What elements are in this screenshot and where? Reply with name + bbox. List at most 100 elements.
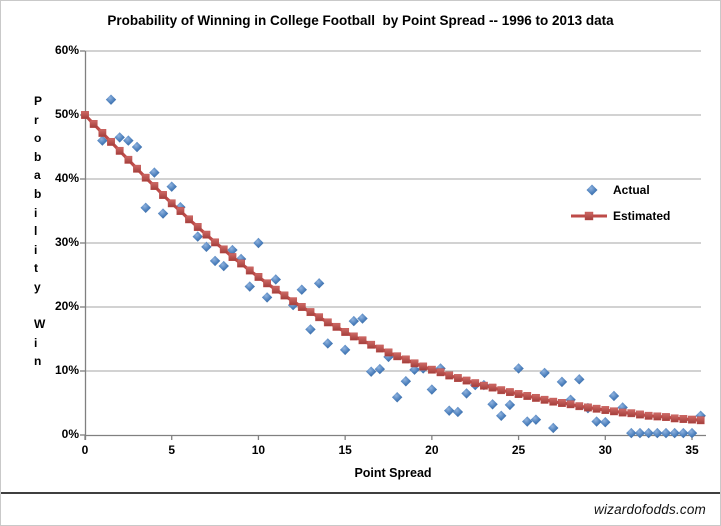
actual-point bbox=[348, 315, 360, 327]
actual-diamond-icon bbox=[586, 184, 598, 196]
actual-point bbox=[617, 402, 628, 413]
y-axis-title-char: i bbox=[34, 242, 38, 257]
actual-point bbox=[227, 244, 238, 256]
actual-point bbox=[114, 132, 125, 143]
estimated-point bbox=[193, 223, 202, 231]
actual-point bbox=[496, 410, 507, 421]
estimated-point bbox=[688, 415, 696, 424]
watermark: wizardofodds.com bbox=[594, 502, 706, 517]
estimated-point bbox=[271, 285, 280, 294]
actual-point bbox=[522, 416, 533, 427]
actual-point bbox=[678, 427, 689, 439]
actual-point bbox=[556, 376, 568, 388]
actual-point bbox=[209, 255, 221, 267]
estimated-point bbox=[81, 111, 89, 119]
actual-point bbox=[253, 237, 264, 249]
actual-point bbox=[548, 422, 559, 434]
y-axis-title-char: l bbox=[34, 224, 38, 239]
actual-point bbox=[643, 427, 654, 439]
actual-point bbox=[157, 208, 169, 219]
estimated-point bbox=[133, 164, 141, 173]
y-axis-title-char: a bbox=[34, 168, 41, 183]
estimated-point bbox=[141, 173, 150, 182]
actual-point bbox=[461, 388, 472, 399]
y-axis-title-char: b bbox=[34, 149, 42, 164]
y-axis-title-char: i bbox=[34, 205, 38, 220]
estimated-point bbox=[332, 322, 341, 331]
actual-point bbox=[261, 292, 273, 303]
actual-point bbox=[600, 417, 611, 428]
actual-point bbox=[322, 338, 334, 349]
estimated-point bbox=[636, 410, 644, 419]
y-axis-title-char: r bbox=[34, 112, 39, 127]
estimated-point bbox=[202, 230, 211, 239]
actual-point bbox=[244, 281, 255, 292]
estimated-point bbox=[115, 146, 124, 155]
estimated-point bbox=[610, 407, 618, 416]
estimated-point bbox=[349, 332, 358, 341]
legend: Actual Estimated bbox=[570, 177, 670, 229]
estimated-point bbox=[471, 379, 480, 388]
y-axis-title-char: W bbox=[34, 317, 46, 332]
actual-point bbox=[400, 376, 412, 387]
estimated-point bbox=[297, 303, 306, 311]
estimated-point bbox=[211, 238, 219, 247]
actual-point bbox=[591, 416, 602, 427]
estimated-point bbox=[549, 397, 558, 406]
actual-point bbox=[634, 427, 646, 439]
actual-point bbox=[487, 399, 498, 410]
estimated-point bbox=[514, 390, 523, 398]
y-tick-label: 20% bbox=[54, 299, 79, 313]
footer-divider bbox=[1, 492, 720, 494]
actual-point bbox=[669, 427, 680, 439]
actual-point bbox=[426, 384, 438, 395]
actual-point bbox=[105, 94, 117, 105]
estimated-point bbox=[601, 406, 610, 414]
estimated-point bbox=[453, 374, 462, 382]
actual-point bbox=[365, 366, 377, 377]
actual-point bbox=[626, 427, 637, 439]
estimated-point bbox=[488, 383, 497, 392]
x-tick-label: 10 bbox=[251, 443, 266, 457]
actual-point bbox=[652, 427, 663, 439]
actual-point bbox=[374, 363, 386, 375]
estimated-point bbox=[375, 344, 384, 353]
legend-row-estimated: Estimated bbox=[570, 203, 670, 229]
estimated-point bbox=[401, 355, 410, 364]
estimated-point bbox=[323, 318, 332, 327]
estimated-point bbox=[150, 182, 159, 190]
x-tick-label: 5 bbox=[168, 443, 176, 457]
actual-point bbox=[313, 278, 325, 289]
legend-label-estimated: Estimated bbox=[613, 209, 671, 223]
actual-point bbox=[201, 241, 212, 253]
estimated-point bbox=[219, 245, 228, 254]
actual-point bbox=[660, 427, 672, 439]
estimated-point bbox=[280, 291, 289, 300]
actual-point bbox=[270, 274, 281, 285]
estimated-point bbox=[263, 279, 272, 288]
estimated-point bbox=[696, 416, 705, 425]
estimated-point bbox=[384, 348, 393, 357]
estimated-point bbox=[315, 313, 324, 322]
actual-point bbox=[530, 414, 542, 425]
estimated-point bbox=[679, 415, 688, 423]
estimated-point bbox=[566, 400, 575, 409]
estimated-point bbox=[254, 273, 263, 281]
actual-point bbox=[513, 363, 524, 374]
actual-point bbox=[149, 167, 160, 178]
x-tick-label: 35 bbox=[685, 443, 699, 457]
y-tick-label: 30% bbox=[54, 235, 79, 249]
estimated-point bbox=[540, 395, 549, 404]
estimated-point bbox=[584, 403, 592, 412]
actual-point bbox=[357, 313, 368, 324]
estimated-point bbox=[358, 336, 367, 345]
estimated-point bbox=[627, 409, 636, 418]
actual-point bbox=[339, 344, 351, 356]
estimated-point bbox=[367, 340, 376, 349]
y-axis-title-char: n bbox=[34, 354, 42, 369]
estimated-point bbox=[98, 129, 107, 137]
estimated-point bbox=[427, 365, 436, 374]
